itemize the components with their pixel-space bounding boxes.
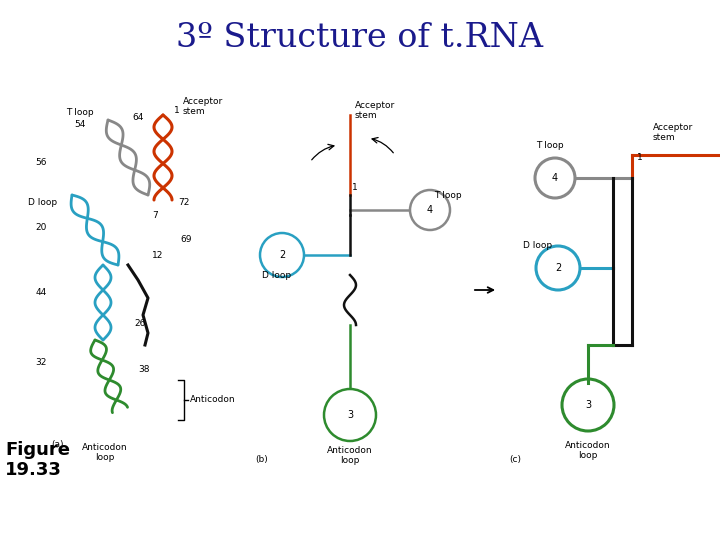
Text: stem: stem: [653, 133, 675, 142]
Text: 69: 69: [180, 235, 192, 244]
Text: 2: 2: [279, 250, 285, 260]
Text: Anticodon: Anticodon: [190, 395, 235, 404]
Text: 26: 26: [134, 319, 145, 328]
Text: 64: 64: [132, 113, 144, 122]
Text: (a): (a): [52, 440, 64, 449]
Text: Anticodon: Anticodon: [82, 443, 128, 452]
Text: D loop: D loop: [28, 198, 57, 207]
Text: 2: 2: [555, 263, 561, 273]
Text: 20: 20: [35, 223, 47, 232]
Text: (b): (b): [256, 455, 269, 464]
Text: 72: 72: [178, 198, 189, 207]
Text: loop: loop: [95, 453, 114, 462]
Text: 54: 54: [74, 120, 86, 129]
Text: 32: 32: [35, 358, 47, 367]
Text: 56: 56: [35, 158, 47, 167]
Text: T loop: T loop: [434, 191, 462, 200]
Text: 38: 38: [138, 365, 150, 374]
Text: 44: 44: [36, 288, 47, 297]
Text: Acceptor: Acceptor: [653, 123, 693, 132]
Text: Acceptor: Acceptor: [183, 97, 223, 106]
Text: T loop: T loop: [536, 141, 564, 150]
Text: Anticodon: Anticodon: [327, 446, 373, 455]
Text: 1: 1: [637, 153, 643, 162]
Text: stem: stem: [183, 107, 206, 116]
Text: 7: 7: [152, 211, 158, 220]
Text: D loop: D loop: [523, 241, 552, 250]
Text: 3: 3: [347, 410, 353, 420]
Text: T loop: T loop: [66, 108, 94, 117]
Text: Figure: Figure: [5, 441, 70, 459]
Text: 12: 12: [152, 251, 163, 260]
Text: 4: 4: [427, 205, 433, 215]
Text: 1: 1: [352, 183, 358, 192]
Text: Acceptor: Acceptor: [355, 101, 395, 110]
Text: 3º Structure of t.RNA: 3º Structure of t.RNA: [176, 22, 544, 54]
Text: D loop: D loop: [262, 271, 292, 280]
Text: (c): (c): [509, 455, 521, 464]
Text: 1: 1: [174, 106, 180, 115]
Text: 4: 4: [552, 173, 558, 183]
Text: 3: 3: [585, 400, 591, 410]
Text: 19.33: 19.33: [5, 461, 62, 479]
Text: Anticodon: Anticodon: [565, 441, 611, 450]
Text: loop: loop: [341, 456, 360, 465]
Text: loop: loop: [578, 451, 598, 460]
Text: stem: stem: [355, 111, 377, 120]
